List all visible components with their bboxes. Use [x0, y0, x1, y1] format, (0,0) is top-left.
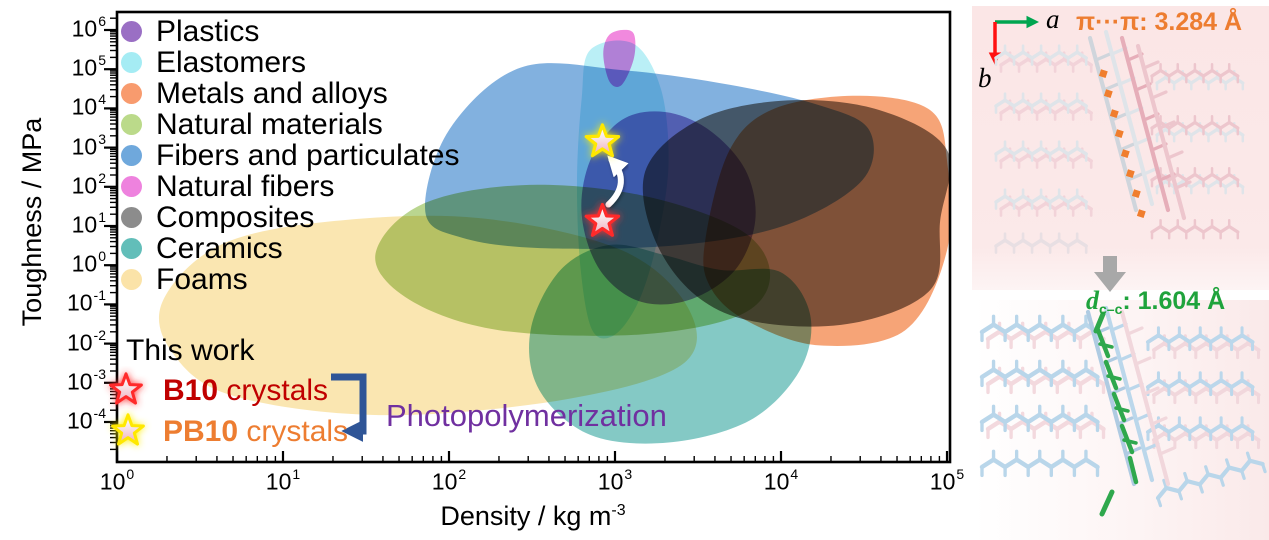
- covalent-bond-highlights: [1093, 311, 1139, 517]
- b10-to-pb10-arrow: [605, 155, 629, 208]
- data-points: [584, 123, 629, 237]
- crystal-structure-bottom: [975, 300, 1269, 540]
- unit-cell-axes: [988, 15, 1040, 66]
- transformation-arrow: [1094, 256, 1126, 292]
- plot-annotations: [331, 373, 367, 442]
- crystal-structure-top: [972, 6, 1269, 290]
- plot-frame: [115, 10, 952, 464]
- pi-pi-stacking-dots: [1098, 69, 1146, 219]
- photopolymerization-elbow-arrow: [331, 373, 367, 442]
- material-property-regions: [158, 29, 951, 444]
- region-ceramics: [529, 244, 812, 444]
